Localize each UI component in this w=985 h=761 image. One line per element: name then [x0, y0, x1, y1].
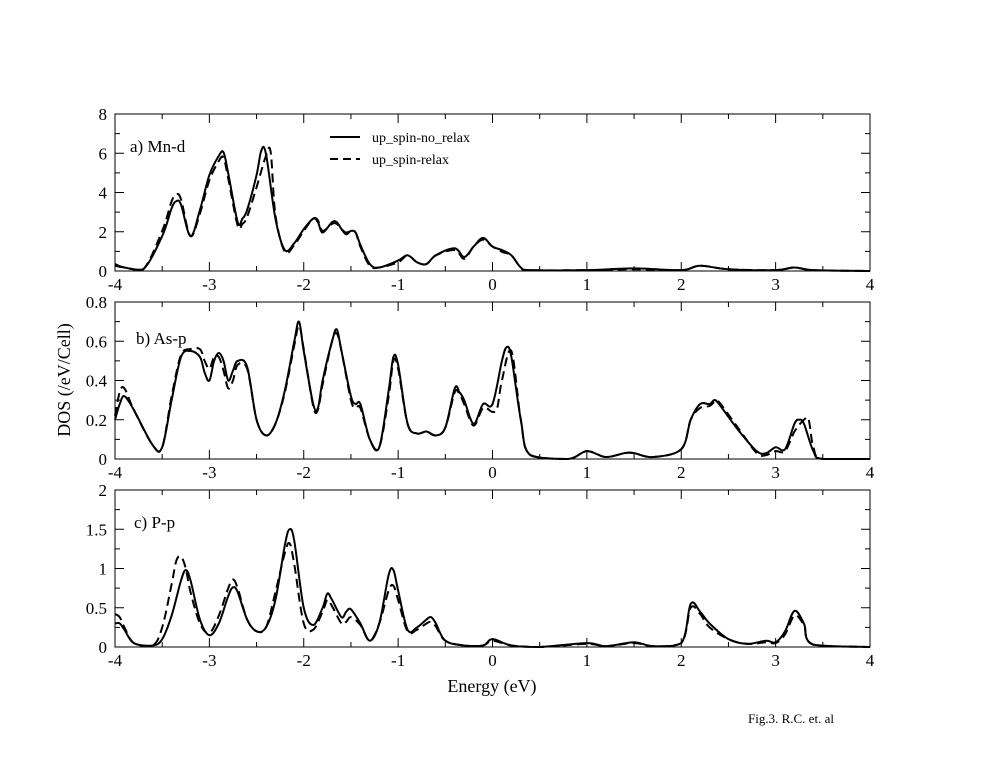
y-tick-label: 0.4 — [86, 372, 108, 391]
panel-label-p-p: c) P-p — [134, 513, 175, 532]
x-tick-label: 2 — [677, 651, 686, 670]
y-tick-label: 6 — [99, 144, 108, 163]
y-tick-label: 1.5 — [86, 520, 107, 539]
legend: up_spin-no_relax up_spin-relax — [330, 131, 470, 168]
y-tick-label: 0.5 — [86, 599, 107, 618]
x-tick-label: -4 — [108, 651, 123, 670]
y-tick-label: 0 — [99, 262, 108, 281]
panel-label-mn-d: a) Mn-d — [130, 137, 186, 156]
y-tick-label: 2 — [99, 223, 108, 242]
x-axis-title: Energy (eV) — [447, 676, 536, 697]
y-tick-label: 0.6 — [86, 332, 107, 351]
y-axis-title: DOS (/eV/Cell) — [54, 323, 75, 436]
x-tick-label: -1 — [391, 651, 405, 670]
x-tick-label: 2 — [677, 463, 686, 482]
series-line-mn-d-relax — [114, 146, 871, 272]
panel-mn-d: -4 -3 -2 -1 0 1 2 3 4 0 2 4 6 8 a) Mn-d — [99, 105, 875, 294]
x-tick-label: 0 — [488, 463, 497, 482]
legend-solid-label: up_spin-no_relax — [372, 131, 470, 146]
y-tick-label: 4 — [99, 184, 108, 203]
y-tick-label: 0 — [99, 638, 108, 657]
y-tick-label: 2 — [99, 481, 108, 500]
x-tick-label: 2 — [677, 275, 686, 294]
series-line-as-p-relax — [114, 324, 870, 460]
x-tick-label: 0 — [488, 275, 497, 294]
y-tick-label: 1 — [99, 560, 108, 579]
x-tick-label: -2 — [297, 651, 311, 670]
x-tick-label: 0 — [488, 651, 497, 670]
x-tick-label: 3 — [771, 275, 780, 294]
panel-as-p: -4 -3 -2 -1 0 1 2 3 4 0 0.2 0.4 0.6 0.8 b) As-p — [86, 293, 875, 482]
y-tick-label: 8 — [99, 105, 108, 124]
x-tick-label: -2 — [297, 275, 311, 294]
panels: -4 -3 -2 -1 0 1 2 3 4 0 2 4 6 8 a) Mn-d -4 -3 -2 -1 0 1 2 3 4 0 0… — [86, 105, 875, 670]
x-tick-label: -4 — [108, 275, 123, 294]
series-line-as-p-no-relax — [114, 320, 870, 460]
x-tick-label: 1 — [583, 275, 592, 294]
x-tick-label: -2 — [297, 463, 311, 482]
x-tick-label: -1 — [391, 275, 405, 294]
series-line-mn-d-no-relax — [114, 145, 871, 272]
panel-p-p: -4 -3 -2 -1 0 1 2 3 4 0 0.5 1 1.5 2 c) P-p — [86, 481, 875, 670]
x-tick-label: 1 — [583, 463, 592, 482]
series-line-p-p-no-relax — [114, 527, 871, 648]
x-tick-label: 3 — [771, 651, 780, 670]
x-tick-label: 3 — [771, 463, 780, 482]
x-tick-label: -1 — [391, 463, 405, 482]
x-tick-label: -3 — [202, 463, 216, 482]
x-tick-label: 1 — [583, 651, 592, 670]
x-tick-label: -3 — [202, 651, 216, 670]
x-tick-label: -3 — [202, 275, 216, 294]
legend-dashed-label: up_spin-relax — [372, 153, 449, 168]
x-tick-label: 4 — [866, 463, 875, 482]
x-tick-label: 4 — [866, 275, 875, 294]
y-tick-label: 0 — [99, 450, 108, 469]
panel-label-as-p: b) As-p — [136, 329, 187, 348]
series-line-p-p-relax — [114, 541, 871, 648]
y-tick-label: 0.8 — [86, 293, 107, 312]
y-tick-label: 0.2 — [86, 411, 107, 430]
x-tick-label: 4 — [866, 651, 875, 670]
figure-caption: Fig.3. R.C. et. al — [748, 711, 834, 726]
x-tick-label: -4 — [108, 463, 123, 482]
plot-frame-p-p — [114, 489, 871, 648]
